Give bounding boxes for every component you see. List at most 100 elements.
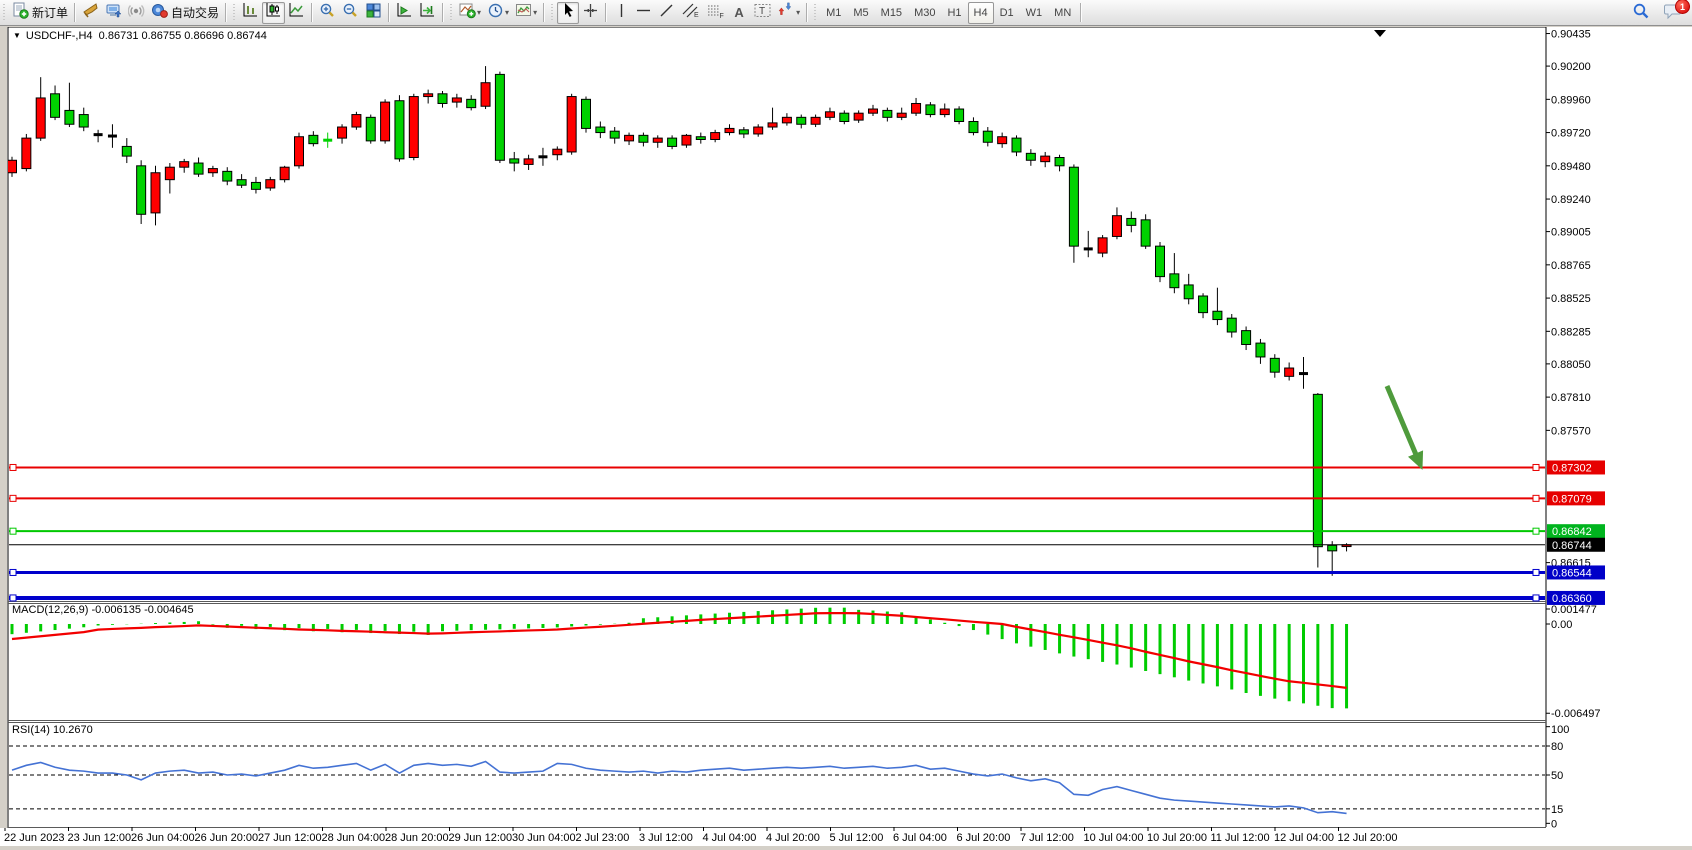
sound-alert-button[interactable]: [79, 2, 102, 24]
toolbar-right-group: 1: [1629, 0, 1690, 26]
template-icon: [515, 2, 532, 24]
time-axis-label: 10 Jul 04:00: [1084, 832, 1144, 844]
fibonacci-tool-button[interactable]: F: [703, 2, 728, 24]
auto-trading-button[interactable]: 自动交易: [148, 2, 222, 24]
toolbar-separator: [806, 3, 809, 22]
down-arrow-annotation[interactable]: [1384, 385, 1420, 458]
new-order-icon: [12, 2, 29, 24]
candle-body: [179, 161, 190, 168]
price-line-badge: [1547, 565, 1605, 580]
signal-icon: [127, 2, 145, 24]
timeframe-toolbar: M1 M5 M15 M30 H1 H4 D1 W1 MN: [820, 1, 1077, 24]
time-axis-label: 6 Jul 20:00: [957, 832, 1011, 844]
price-line-badge-text: 0.87079: [1552, 493, 1592, 505]
candle-body: [121, 145, 132, 157]
toolbar-separator: [442, 3, 445, 22]
templates-button[interactable]: ▾: [512, 2, 540, 24]
new-order-label: 新订单: [32, 6, 69, 20]
crosshair-tool-button[interactable]: [579, 2, 602, 24]
candle-body: [911, 102, 922, 114]
chart-shift-icon: [419, 2, 436, 24]
down-arrow-head: [1408, 450, 1424, 470]
crosshair-icon: [582, 2, 599, 24]
chart-collapse-icon[interactable]: ▼: [13, 31, 21, 40]
text-tool-button[interactable]: A: [728, 2, 750, 24]
svg-text:T: T: [759, 6, 765, 17]
line-chart-icon: [288, 2, 305, 24]
chart-ohlc-values: 0.86731 0.86755 0.86696 0.86744: [98, 30, 267, 42]
candle-body: [265, 179, 276, 189]
macd-signal-line: [11, 612, 1347, 689]
price-axis-tick: 0.88050: [1551, 359, 1591, 371]
chart-window[interactable]: 0.90435 0.90200 0.89960 0.89720 0.89480 0.892…: [0, 27, 1692, 850]
candle-body: [796, 116, 807, 125]
bar-chart-icon: [242, 2, 259, 24]
timeframe-mn-button[interactable]: MN: [1054, 6, 1072, 19]
candle-body: [50, 93, 61, 118]
candlestick-mode-button[interactable]: [262, 1, 286, 24]
tile-windows-button[interactable]: [362, 2, 385, 24]
candle-body: [308, 134, 319, 145]
timeframe-h4-button[interactable]: H4: [967, 1, 994, 24]
toolbar-separator: [605, 3, 608, 22]
search-button[interactable]: [1629, 2, 1653, 24]
chart-shift-button[interactable]: [416, 2, 439, 24]
time-axis-label: 3 Jul 12:00: [639, 832, 693, 844]
timeframe-m1-button[interactable]: M1: [826, 6, 842, 19]
candle-body: [337, 126, 348, 139]
candle-body: [753, 126, 764, 135]
chevron-down-icon: ▾: [796, 8, 801, 17]
time-axis-label: 10 Jul 20:00: [1147, 832, 1207, 844]
timeframe-m30-button[interactable]: M30: [914, 6, 936, 19]
bar-chart-mode-button[interactable]: [239, 2, 262, 24]
candle-body: [480, 82, 491, 107]
indicators-button[interactable]: ▾: [456, 2, 484, 24]
candle-body: [1312, 393, 1323, 548]
candle-body: [882, 109, 893, 118]
trendline-tool-button[interactable]: [655, 2, 678, 24]
candle-body: [207, 168, 218, 174]
rsi-axis-tick: 0: [1551, 818, 1557, 830]
price-axis-tick: 0.89480: [1551, 161, 1591, 173]
publisher-button[interactable]: [102, 2, 125, 24]
price-chart-canvas[interactable]: 0.90435 0.90200 0.89960 0.89720 0.89480 0.892…: [0, 27, 1692, 850]
price-axis-tick: 0.87810: [1551, 392, 1591, 404]
candle-body: [423, 93, 434, 98]
vertical-line-tool-button[interactable]: [610, 2, 632, 24]
zoom-in-button[interactable]: [316, 2, 339, 24]
price-line-badge: [1547, 524, 1605, 539]
candle-body: [193, 162, 204, 175]
candle-body: [824, 111, 835, 118]
cursor-tool-button[interactable]: [557, 1, 580, 24]
candle-body: [1255, 342, 1266, 358]
timeframe-w1-button[interactable]: W1: [1025, 6, 1043, 19]
notifications-button[interactable]: 1: [1661, 0, 1690, 24]
rsi-axis-tick: 50: [1551, 770, 1563, 782]
macd-axis-tick: -0.006497: [1551, 708, 1601, 720]
timeframe-m5-button[interactable]: M5: [853, 6, 869, 19]
chart-end-marker-icon: [1374, 30, 1386, 37]
timeframe-d1-button[interactable]: D1: [999, 6, 1014, 19]
chevron-down-icon: ▾: [505, 8, 510, 17]
text-label-tool-button[interactable]: T: [750, 2, 775, 24]
timeframe-m15-button[interactable]: M15: [880, 6, 903, 19]
channel-tool-button[interactable]: E: [678, 2, 703, 24]
signals-button[interactable]: [125, 2, 148, 24]
chart-symbol-period: USDCHF-,H4: [25, 30, 93, 42]
periods-button[interactable]: ▾: [484, 2, 512, 24]
toolbar-grip: [2, 3, 7, 22]
candle-body: [1327, 544, 1338, 552]
candle-body: [136, 165, 147, 215]
candle-body: [1183, 284, 1194, 300]
line-chart-mode-button[interactable]: [285, 2, 308, 24]
new-order-button[interactable]: 新订单: [9, 2, 71, 24]
horizontal-line-tool-button[interactable]: [632, 2, 655, 24]
arrow-objects-button[interactable]: ▾: [775, 2, 803, 24]
toolbar: 新订单 自动交易: [0, 0, 1692, 26]
auto-trading-icon: [151, 2, 168, 24]
zoom-out-button[interactable]: [339, 2, 362, 24]
timeframe-h1-button[interactable]: H1: [947, 6, 962, 19]
auto-scroll-button[interactable]: [393, 2, 416, 24]
time-axis-label: 11 Jul 12:00: [1211, 832, 1270, 844]
line-handle: [9, 527, 17, 535]
